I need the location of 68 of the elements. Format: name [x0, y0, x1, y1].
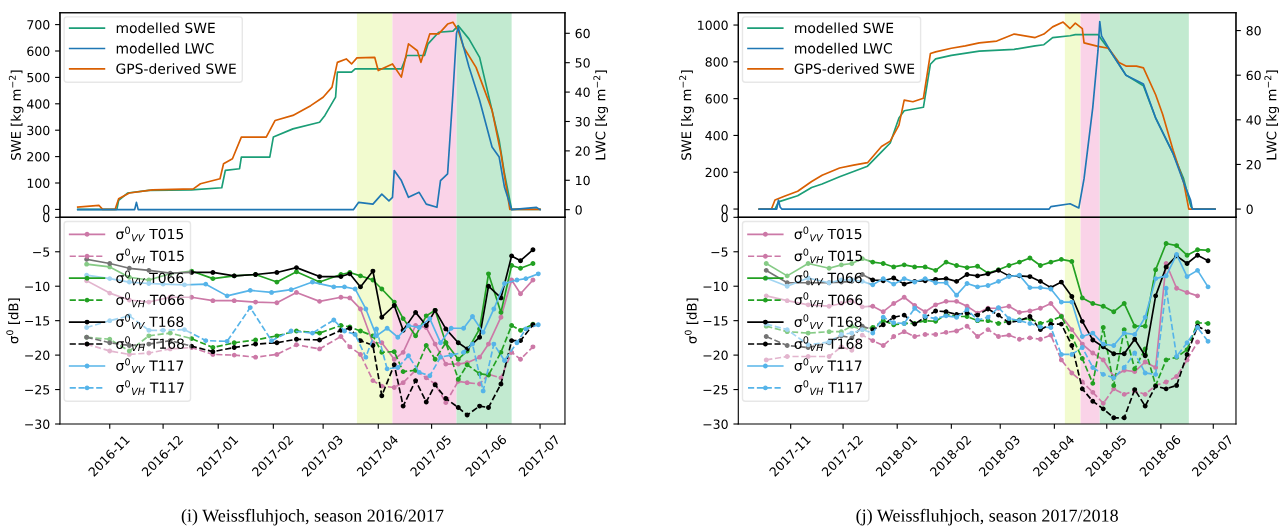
- y-tick-label: −15: [25, 316, 50, 326]
- y-tick-label: −30: [703, 419, 728, 429]
- y-tick-label: 300: [27, 125, 50, 136]
- y-tick-label: 0: [721, 204, 728, 214]
- y2-tick-label: 80: [1246, 26, 1261, 36]
- y-tick-label: −10: [703, 281, 728, 292]
- legend-label: σ$^{0}$$_{VH}$ T015: [794, 248, 863, 264]
- y-tick-label: −20: [703, 350, 728, 361]
- legend-label: σ$^{0}$$_{VH}$ T168: [116, 336, 184, 352]
- y2-tick-label: 0: [1246, 204, 1253, 214]
- y-tick-label: 200: [27, 152, 50, 162]
- legend-label: modelled SWE: [116, 22, 215, 34]
- y2-tick-label: 60: [1246, 70, 1261, 81]
- y2-tick-label: 20: [575, 146, 590, 156]
- y-axis-title: σ$^{0}$ [dB]: [6, 298, 20, 344]
- y-tick-label: 400: [705, 130, 728, 141]
- y2-tick-label: 40: [575, 87, 590, 98]
- legend-label: modelled SWE: [795, 22, 894, 34]
- y-tick-label: 1000: [698, 20, 728, 30]
- y-tick-label: 800: [705, 57, 728, 67]
- legend-label: σ$^{0}$$_{VH}$ T066: [116, 292, 185, 308]
- legend-label: σ$^{0}$$_{VV}$ T117: [116, 358, 184, 373]
- y-tick-label: 600: [27, 46, 50, 56]
- y-axis-title: SWE [kg m$^{−2}$]: [679, 70, 694, 160]
- legend-label: σ$^{0}$$_{VV}$ T015: [116, 226, 184, 242]
- legend-label: GPS-derived SWE: [116, 63, 236, 74]
- y2-tick-label: 20: [1246, 159, 1261, 170]
- legend-label: σ$^{0}$$_{VV}$ T168: [116, 314, 184, 330]
- y-tick-label: 100: [27, 178, 50, 188]
- y-tick-label: −25: [703, 385, 728, 395]
- y-tick-label: −25: [25, 385, 50, 395]
- legend-label: σ$^{0}$$_{VH}$ T015: [116, 248, 184, 264]
- y-tick-label: 600: [705, 94, 728, 104]
- text: (j) Weissfluhjoch, season 2017/2018: [856, 508, 1118, 526]
- y-tick-label: 400: [26, 99, 50, 109]
- y-tick-label: 200: [705, 167, 728, 178]
- y2-tick-label: 30: [575, 116, 590, 127]
- y-tick-label: −15: [703, 316, 728, 326]
- legend-label: σ$^{0}$$_{VV}$ T015: [794, 226, 862, 242]
- y2-tick-label: 10: [576, 175, 590, 186]
- legend-label: σ$^{0}$$_{VV}$ T066: [116, 270, 184, 286]
- y2-axis-title: LWC [kg m$^{−2}$]: [1264, 70, 1280, 160]
- legend-label: σ$^{0}$$_{VV}$ T066: [794, 270, 862, 286]
- y2-tick-label: 60: [575, 28, 590, 39]
- legend-label: σ$^{0}$$_{VH}$ T168: [794, 336, 863, 352]
- text: (i) Weissfluhjoch, season 2016/2017: [181, 508, 444, 526]
- y-tick-label: −20: [25, 350, 50, 361]
- legend-label: modelled LWC: [116, 42, 214, 54]
- legend-label: σ$^{0}$$_{VH}$ T117: [794, 380, 863, 395]
- y-tick-label: −10: [25, 281, 50, 292]
- legend-label: σ$^{0}$$_{VV}$ T168: [794, 314, 862, 330]
- y-tick-label: −5: [33, 247, 50, 257]
- y-tick-label: −5: [711, 247, 728, 257]
- y-axis-title: σ$^{0}$ [dB]: [684, 298, 699, 344]
- y2-tick-label: 0: [575, 205, 582, 215]
- legend-label: GPS-derived SWE: [794, 63, 915, 74]
- y-tick-label: 700: [27, 20, 50, 30]
- legend-label: σ$^{0}$$_{VH}$ T117: [116, 380, 184, 395]
- y-tick-label: 500: [27, 72, 50, 83]
- legend-label: σ$^{0}$$_{VH}$ T066: [794, 292, 863, 308]
- y2-tick-label: 50: [575, 58, 590, 68]
- y2-tick-label: 40: [1246, 115, 1261, 125]
- y-tick-label: −30: [25, 419, 50, 429]
- y-tick-label: 0: [721, 212, 728, 223]
- legend-label: modelled LWC: [795, 42, 892, 54]
- legend-label: σ$^{0}$$_{VV}$ T117: [794, 358, 862, 373]
- y2-axis-title: LWC [kg m$^{−2}$]: [593, 70, 609, 160]
- y-axis-title: SWE [kg m$^{−2}$]: [8, 70, 24, 160]
